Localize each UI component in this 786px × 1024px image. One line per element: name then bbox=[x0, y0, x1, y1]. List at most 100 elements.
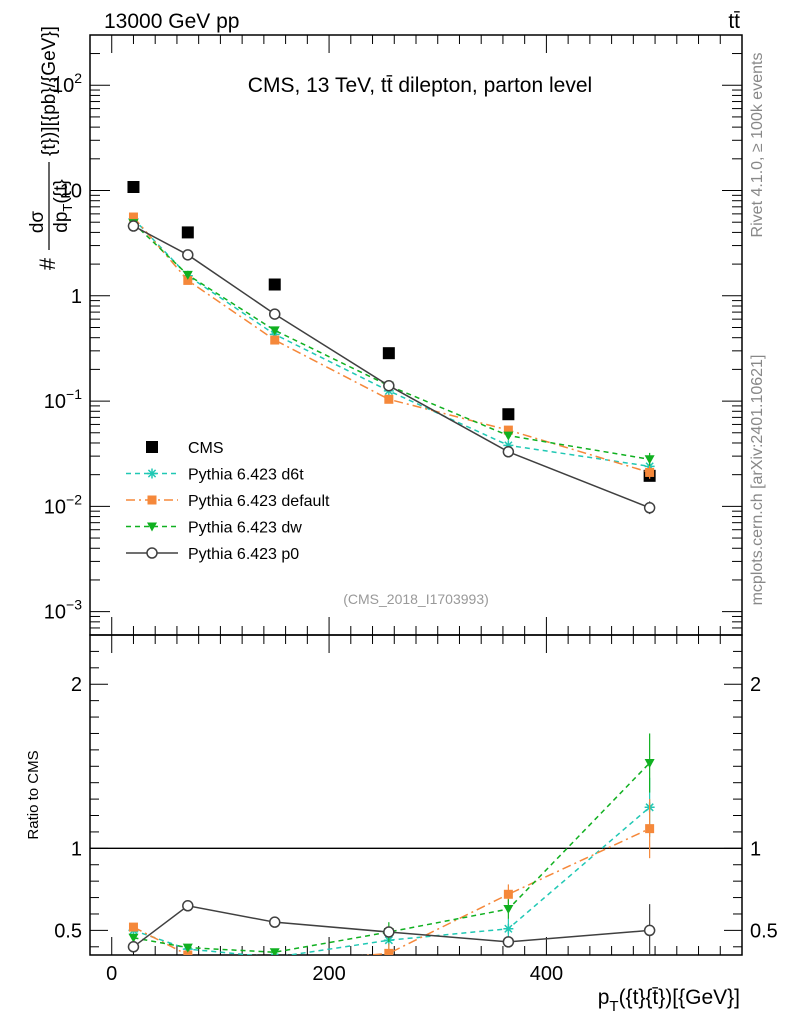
x-tick-label: 0 bbox=[106, 963, 117, 985]
ratio-series-default bbox=[128, 799, 655, 968]
legend-label: CMS bbox=[188, 440, 224, 457]
main-plot-frame bbox=[89, 34, 743, 636]
ratio-y-tick-label-right: 1 bbox=[750, 838, 761, 860]
header-right: tt̄ bbox=[728, 10, 740, 33]
legend-label: Pythia 6.423 default bbox=[188, 493, 330, 510]
ratio-point bbox=[383, 926, 395, 938]
data-point bbox=[127, 180, 140, 193]
ratio-y-tick-label: 2 bbox=[71, 674, 82, 696]
ratio-point bbox=[268, 916, 281, 928]
series-d6t bbox=[128, 213, 655, 473]
series-p0 bbox=[127, 220, 656, 515]
y-tick-label: 10 bbox=[60, 181, 82, 203]
data-point bbox=[644, 455, 655, 465]
data-point bbox=[503, 425, 513, 435]
main-y-axis-label: # dσ dpT({t} {t})][{pb}/{GeV}] bbox=[27, 26, 75, 270]
x-axis-label: pT({t}{t̄})[{GeV}] bbox=[598, 986, 740, 1015]
legend-label: Pythia 6.423 dw bbox=[188, 520, 302, 537]
ratio-series-layer bbox=[127, 733, 656, 968]
y-tick-label: 10−3 bbox=[44, 597, 82, 624]
y-tick-label: 10−1 bbox=[44, 386, 82, 413]
data-point bbox=[127, 220, 140, 232]
data-point bbox=[383, 379, 395, 392]
ratio-y-tick-label: 1 bbox=[71, 838, 82, 860]
ratio-point bbox=[503, 923, 514, 934]
data-point bbox=[181, 226, 194, 239]
legend-marker bbox=[147, 468, 157, 479]
plot-title: CMS, 13 TeV, tt̄ dilepton, parton level bbox=[248, 74, 592, 97]
legend-marker bbox=[146, 547, 158, 559]
header-left: 13000 GeV pp bbox=[104, 10, 239, 33]
data-point bbox=[182, 270, 193, 280]
legend-item-data: CMS bbox=[146, 440, 224, 457]
ratio-point bbox=[502, 936, 515, 948]
legend-marker bbox=[147, 495, 157, 505]
data-point bbox=[645, 467, 655, 477]
y-tick-label: 10−2 bbox=[44, 491, 82, 518]
ratio-point bbox=[127, 941, 140, 953]
ratio-y-tick-label-right: 0.5 bbox=[750, 920, 778, 942]
data-point bbox=[268, 278, 281, 291]
data-point bbox=[502, 408, 515, 421]
ratio-series-dw bbox=[128, 733, 655, 955]
mcplots-label: mcplots.cern.ch [arXiv:2401.10621] bbox=[749, 355, 766, 606]
ratio-point bbox=[183, 950, 193, 955]
ratio-point bbox=[270, 959, 279, 968]
series-line bbox=[132, 218, 650, 468]
x-tick-label: 400 bbox=[530, 963, 563, 985]
legend-marker bbox=[147, 522, 157, 532]
y-label-units: {t})][{pb}/{GeV}] bbox=[39, 26, 60, 156]
ratio-point bbox=[182, 943, 193, 953]
ratio-series-line bbox=[133, 827, 650, 955]
analysis-watermark: (CMS_2018_I1703993) bbox=[343, 591, 489, 607]
ratio-point bbox=[503, 905, 514, 915]
legend: CMS Pythia 6.423 d6t Pythia 6.423 default P… bbox=[126, 440, 330, 563]
y-label-denominator: dpT({t} bbox=[51, 179, 75, 232]
y-label-prefix: # bbox=[35, 257, 60, 270]
series-line bbox=[132, 222, 650, 461]
data-point bbox=[643, 502, 656, 514]
ratio-point bbox=[644, 759, 655, 768]
main-series-layer bbox=[127, 180, 656, 515]
legend-item-p0: Pythia 6.423 p0 bbox=[126, 546, 299, 563]
ratio-point bbox=[384, 948, 394, 955]
ratio-series-line bbox=[133, 762, 651, 953]
data-point bbox=[268, 308, 281, 320]
ratio-point bbox=[128, 933, 139, 943]
ratio-point bbox=[643, 924, 656, 937]
y-tick-label: 1 bbox=[71, 286, 82, 308]
ratio-series-p0 bbox=[127, 900, 656, 955]
data-point bbox=[269, 326, 280, 336]
series-dw bbox=[128, 219, 655, 466]
data-point bbox=[128, 212, 138, 222]
ratio-y-tick-label-right: 2 bbox=[750, 674, 761, 696]
legend-item-d6t: Pythia 6.423 d6t bbox=[126, 467, 304, 484]
data-point bbox=[503, 431, 514, 441]
ratio-point bbox=[645, 824, 655, 834]
legend-item-default: Pythia 6.423 default bbox=[126, 493, 330, 510]
legend-label: Pythia 6.423 d6t bbox=[188, 467, 304, 484]
data-point bbox=[183, 275, 193, 285]
y-label-numerator: dσ bbox=[27, 211, 48, 234]
ratio-point bbox=[128, 922, 138, 932]
data-point bbox=[270, 335, 280, 345]
data-point bbox=[384, 394, 394, 404]
ratio-y-axis-label: Ratio to CMS bbox=[25, 750, 42, 839]
series-default bbox=[128, 212, 655, 479]
x-tick-label: 200 bbox=[312, 963, 345, 985]
rivet-label: Rivet 4.1.0, ≥ 100k events bbox=[749, 53, 766, 238]
data-point bbox=[503, 440, 514, 451]
ratio-series-line bbox=[133, 904, 650, 948]
ratio-point bbox=[503, 889, 513, 899]
ratio-axis-ticks: 0.5 0.5 1 1 2 2 bbox=[54, 650, 778, 948]
series-line bbox=[133, 225, 650, 509]
ratio-point bbox=[182, 900, 194, 912]
series-line bbox=[132, 216, 650, 474]
series-data bbox=[127, 180, 656, 482]
ratio-y-tick-label: 0.5 bbox=[54, 920, 82, 942]
legend-item-dw: Pythia 6.423 dw bbox=[126, 520, 302, 537]
data-point bbox=[502, 446, 515, 458]
legend-marker bbox=[146, 441, 158, 453]
